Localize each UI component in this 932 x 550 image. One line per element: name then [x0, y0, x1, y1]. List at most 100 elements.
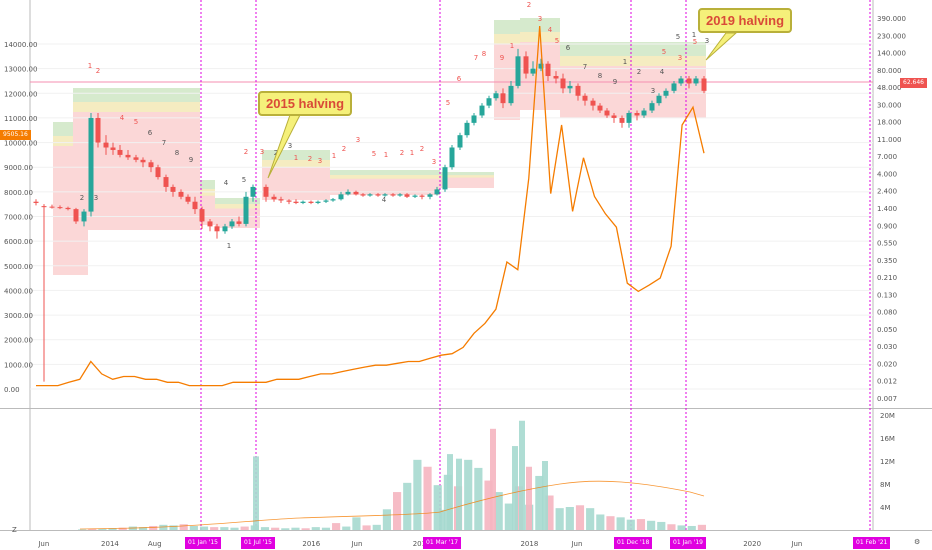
- volume-bars: [78, 420, 706, 530]
- volume-axis-label: 16M: [880, 435, 895, 443]
- right-axis-label: 0.050: [877, 326, 897, 334]
- time-axis-label: 201: [413, 540, 426, 548]
- count-label: 3: [538, 15, 542, 23]
- candle-body: [597, 105, 603, 111]
- time-axis-label: Jun: [350, 540, 362, 548]
- volume-bar: [667, 524, 676, 530]
- right-axis-label: 0.210: [877, 274, 897, 282]
- cloud-band: [53, 122, 73, 275]
- volume-bar: [149, 525, 158, 530]
- count-label: 1: [692, 31, 696, 39]
- cloud-band-top: [330, 170, 440, 175]
- count-label: 2: [342, 145, 346, 153]
- ratio-line: [36, 25, 705, 387]
- volume-bar: [362, 525, 371, 530]
- count-label: 7: [583, 63, 587, 71]
- volume-bar: [78, 529, 87, 530]
- candle-body: [493, 93, 499, 99]
- left-axis-label: 12000.00: [4, 90, 37, 98]
- candle-body: [619, 117, 625, 123]
- count-label: 3: [318, 157, 322, 165]
- volume-bar: [240, 526, 249, 530]
- count-label: 1: [294, 154, 298, 162]
- count-label: 2: [274, 149, 278, 157]
- right-axis-label: 0.007: [877, 395, 897, 403]
- right-axis-label: 390.000: [877, 15, 906, 23]
- volume-bar: [519, 420, 525, 530]
- halving-vertical-lines: [200, 0, 871, 530]
- count-label: 5: [662, 48, 666, 56]
- count-label: 2: [244, 148, 248, 156]
- count-label: 3: [651, 87, 655, 95]
- time-axis-label: Aug: [148, 540, 162, 548]
- volume-bar: [301, 528, 310, 530]
- candle-body: [641, 110, 647, 116]
- volume-bar: [342, 526, 351, 530]
- volume-bar: [439, 509, 445, 530]
- left-axis-label: 13000.00: [4, 66, 37, 74]
- candle-body: [678, 78, 684, 84]
- candle-body: [479, 105, 485, 116]
- candle-body: [701, 78, 707, 91]
- candle-body: [163, 177, 169, 187]
- time-axis-label: 2020: [743, 540, 761, 548]
- candle-body: [611, 115, 617, 118]
- right-axis-label: 0.350: [877, 257, 897, 265]
- count-label: 5: [242, 176, 246, 184]
- date-tag-jan-15: 01 Jan '15: [185, 537, 221, 549]
- candle-body: [243, 196, 249, 224]
- candle-body: [170, 186, 176, 192]
- volume-bar: [393, 492, 402, 530]
- candle-body: [360, 194, 366, 196]
- left-axis-label: 3000.00: [4, 312, 33, 320]
- count-label: 2: [420, 145, 424, 153]
- cloud-band-mid: [494, 34, 520, 44]
- candle-body: [88, 117, 94, 212]
- candle-body: [663, 90, 669, 96]
- count-label: 3: [432, 158, 436, 166]
- candle-body: [33, 201, 39, 203]
- cloud-band: [73, 88, 88, 275]
- volume-bar: [271, 527, 280, 530]
- volume-bar: [311, 527, 320, 530]
- left-axis-label: 6000.00: [4, 238, 33, 246]
- volume-bar: [321, 527, 331, 530]
- volume-bar: [189, 525, 198, 530]
- right-axis-label: 18.000: [877, 119, 902, 127]
- count-label: 9: [613, 78, 617, 86]
- time-axis-label: Jun: [790, 540, 802, 548]
- count-label: 4: [548, 26, 553, 34]
- left-axis-label: 5000.00: [4, 263, 33, 271]
- cloud-band-top: [520, 18, 560, 32]
- cloud-band-mid: [330, 175, 440, 179]
- count-label: 2: [400, 149, 404, 157]
- volume-bar: [555, 508, 564, 530]
- candle-body: [634, 113, 640, 116]
- left-axis-label: 10000.00: [4, 140, 37, 148]
- cloud-band-mid: [640, 56, 706, 66]
- candle-body: [626, 113, 632, 123]
- callout-2019-halving[interactable]: 2019 halving: [698, 8, 793, 33]
- zoom-reset-button[interactable]: Z: [12, 526, 17, 534]
- count-label: 1: [623, 58, 627, 66]
- time-axis-label: Jun: [570, 540, 582, 548]
- candle-body: [293, 201, 299, 203]
- count-label: 1: [88, 62, 92, 70]
- candle-body: [214, 226, 220, 232]
- volume-bar: [433, 485, 442, 530]
- volume-bar: [98, 528, 107, 530]
- count-label: 5: [676, 33, 680, 41]
- candle-body: [567, 85, 573, 89]
- callout-2015-halving[interactable]: 2015 halving: [258, 91, 353, 116]
- count-label: 2: [637, 68, 641, 76]
- volume-bar: [352, 517, 361, 530]
- candle-body: [390, 194, 396, 196]
- count-label: 3: [705, 37, 709, 45]
- settings-gear-icon[interactable]: ⚙: [914, 538, 921, 546]
- right-axis-label: 0.080: [877, 309, 897, 317]
- count-label: 3: [288, 142, 292, 150]
- cloud-band-top: [560, 42, 640, 56]
- count-label: 1: [332, 152, 336, 160]
